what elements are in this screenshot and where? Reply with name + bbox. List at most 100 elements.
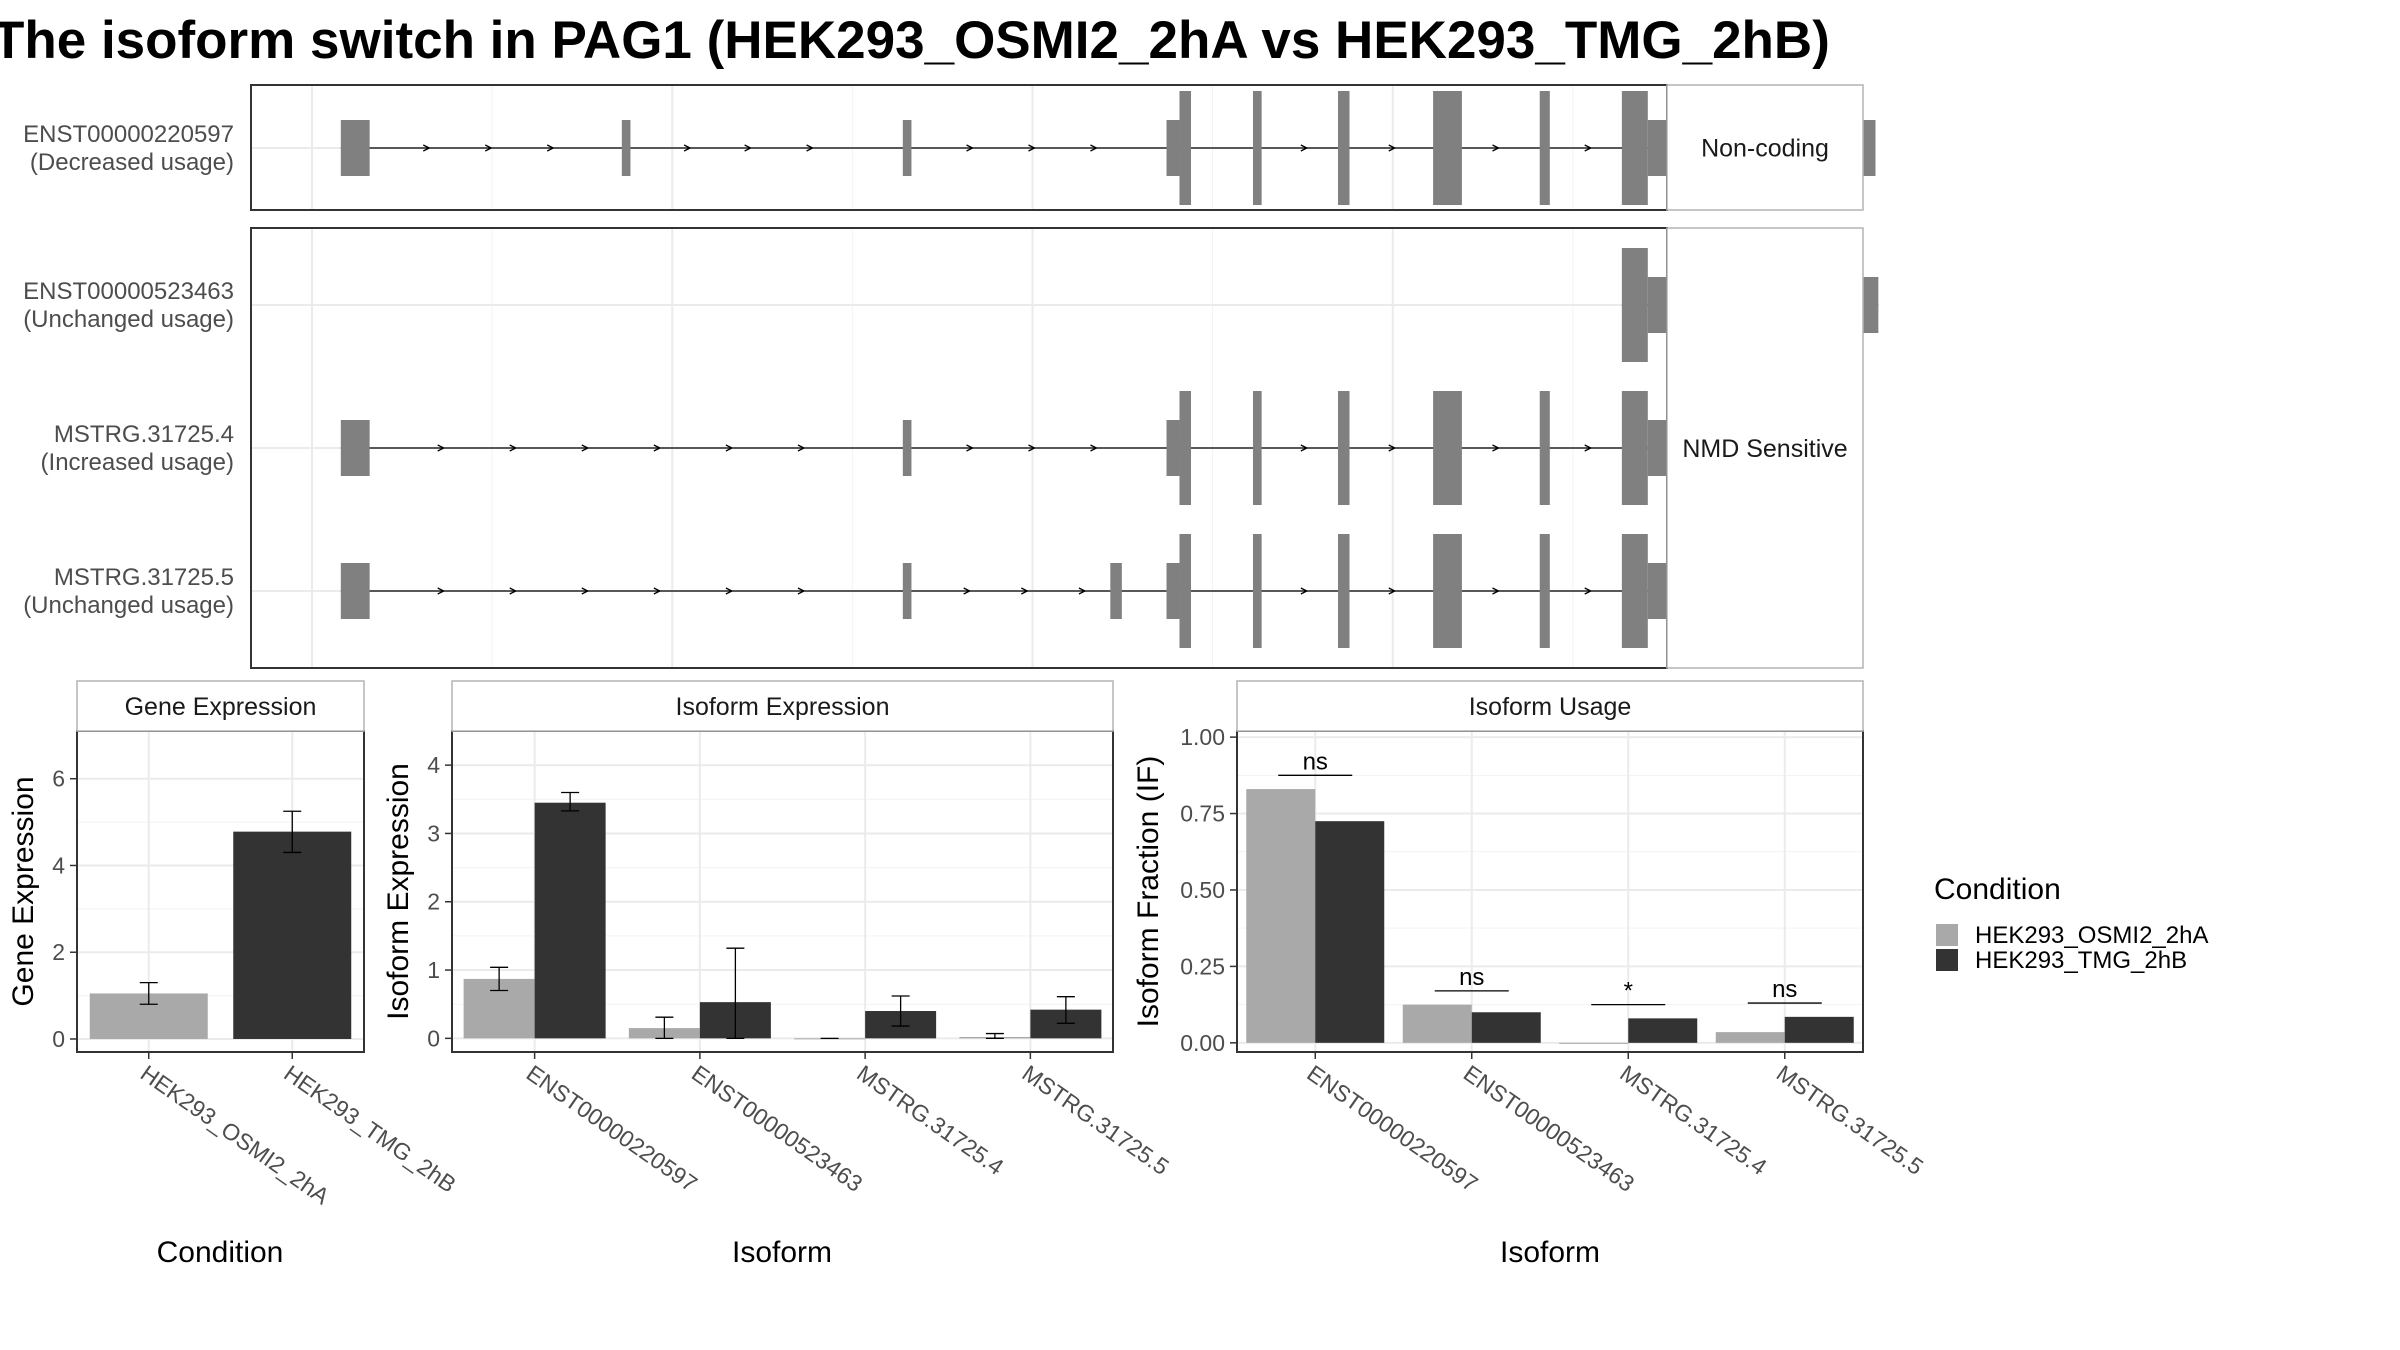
exon-block <box>1252 534 1262 648</box>
strand-arrow <box>546 144 555 152</box>
exon-block <box>1110 563 1122 619</box>
significance-label: ns <box>1459 964 1484 991</box>
strand-arrow <box>509 444 518 452</box>
strand-arrow <box>1300 444 1309 452</box>
exon-block <box>902 563 912 619</box>
exon-block <box>1539 91 1550 205</box>
chart-title: Isoform Expression <box>676 693 890 721</box>
exon-block <box>1337 534 1350 648</box>
strand-arrow <box>1028 144 1036 152</box>
significance-label: ns <box>1303 748 1328 775</box>
exon-block <box>902 420 912 476</box>
structure-group: ENST00000220597(Decreased usage) Non-codi… <box>23 84 1876 211</box>
exon-block <box>340 120 370 176</box>
y-tick-label: 2 <box>427 889 440 915</box>
strand-arrow <box>797 444 806 452</box>
bar <box>1784 1016 1854 1043</box>
exon-block <box>340 420 370 476</box>
strand-arrow <box>437 587 446 595</box>
x-tick-label: ENST00000523463 <box>687 1060 867 1197</box>
exon-block <box>1179 391 1192 505</box>
strand-arrow <box>725 444 734 452</box>
y-tick-label: 1 <box>427 957 440 983</box>
exon-block <box>1433 91 1462 205</box>
strand-arrow <box>1584 587 1593 595</box>
strand-arrow <box>484 144 493 152</box>
facet-strip <box>1666 84 1864 211</box>
exon-block <box>1621 248 1648 362</box>
exon-block <box>1337 91 1350 205</box>
exon-block <box>1166 563 1180 619</box>
exon-block <box>1433 534 1462 648</box>
bar <box>1628 1018 1698 1043</box>
strand-arrow <box>963 587 972 595</box>
chart-title: Isoform Usage <box>1469 693 1632 721</box>
legend-swatch <box>1936 949 1958 971</box>
facet-strip <box>1666 227 1864 669</box>
exon-block <box>621 120 631 176</box>
y-axis-title: Gene Expression <box>7 776 40 1006</box>
exon-block <box>1166 120 1180 176</box>
transcript-usage-label: (Unchanged usage) <box>23 306 234 333</box>
x-tick-label: ENST00000220597 <box>1302 1060 1482 1197</box>
transcript-usage-label: (Decreased usage) <box>30 149 234 176</box>
exon-block <box>340 563 370 619</box>
transcript-usage-label: (Unchanged usage) <box>23 592 234 619</box>
y-tick-label: 0 <box>52 1026 65 1052</box>
legend-item-label: HEK293_TMG_2hB <box>1975 947 2187 974</box>
strand-arrow <box>1300 144 1309 152</box>
bar <box>1559 1042 1629 1044</box>
exon-block <box>1539 534 1550 648</box>
legend-swatch <box>1936 924 1958 946</box>
facet-strip <box>451 680 1114 732</box>
chart-panel: 01234ENST00000220597ENST00000523463MSTRG… <box>382 680 1174 1269</box>
strand-arrow <box>509 587 518 595</box>
strand-arrow <box>653 444 662 452</box>
x-tick-label: MSTRG.31725.5 <box>1018 1060 1174 1180</box>
y-tick-label: 0.75 <box>1180 801 1225 827</box>
y-tick-label: 2 <box>52 939 65 965</box>
strand-arrow <box>1492 444 1500 452</box>
exon-block <box>1539 391 1550 505</box>
x-axis-title: Isoform <box>732 1236 832 1269</box>
strand-arrow <box>806 144 815 152</box>
strand-arrow <box>683 144 692 152</box>
exon-block <box>902 120 912 176</box>
chart-title: Gene Expression <box>125 693 317 721</box>
significance-label: ns <box>1772 976 1797 1003</box>
x-tick-label: MSTRG.31725.4 <box>852 1060 1008 1180</box>
strand-arrow <box>1388 444 1397 452</box>
transcript-id-label: ENST00000523463 <box>23 278 234 305</box>
y-tick-label: 1.00 <box>1180 724 1225 750</box>
x-tick-label: ENST00000220597 <box>522 1060 702 1197</box>
y-tick-label: 6 <box>52 766 65 792</box>
strand-arrow <box>1020 587 1029 595</box>
strand-arrow <box>1584 444 1593 452</box>
y-tick-label: 3 <box>427 820 440 846</box>
y-axis-title: Isoform Fraction (IF) <box>1132 756 1165 1028</box>
transcript-row: MSTRG.31725.5(Unchanged usage) <box>23 534 1841 648</box>
y-tick-label: 4 <box>52 852 65 878</box>
exon-block <box>1166 420 1180 476</box>
facet-strip-label: Non-coding <box>1701 135 1829 163</box>
strand-arrow <box>725 587 734 595</box>
exon-block <box>1252 91 1262 205</box>
y-axis-title: Isoform Expression <box>382 763 415 1020</box>
bar <box>1246 789 1316 1043</box>
strand-arrow <box>797 587 806 595</box>
bar <box>1402 1004 1472 1043</box>
significance-label: * <box>1624 978 1633 1005</box>
strand-arrow <box>1090 144 1098 152</box>
exon-block <box>1621 91 1648 205</box>
strand-arrow <box>1388 587 1397 595</box>
transcript-id-label: ENST00000220597 <box>23 121 234 148</box>
strand-arrow <box>1388 144 1397 152</box>
exon-block <box>1433 391 1462 505</box>
strand-arrow <box>1492 144 1500 152</box>
y-tick-label: 4 <box>427 752 440 778</box>
strand-arrow <box>581 444 590 452</box>
figure-title: The isoform switch in PAG1 (HEK293_OSMI2… <box>0 11 1830 70</box>
x-tick-label: ENST00000523463 <box>1459 1060 1639 1197</box>
